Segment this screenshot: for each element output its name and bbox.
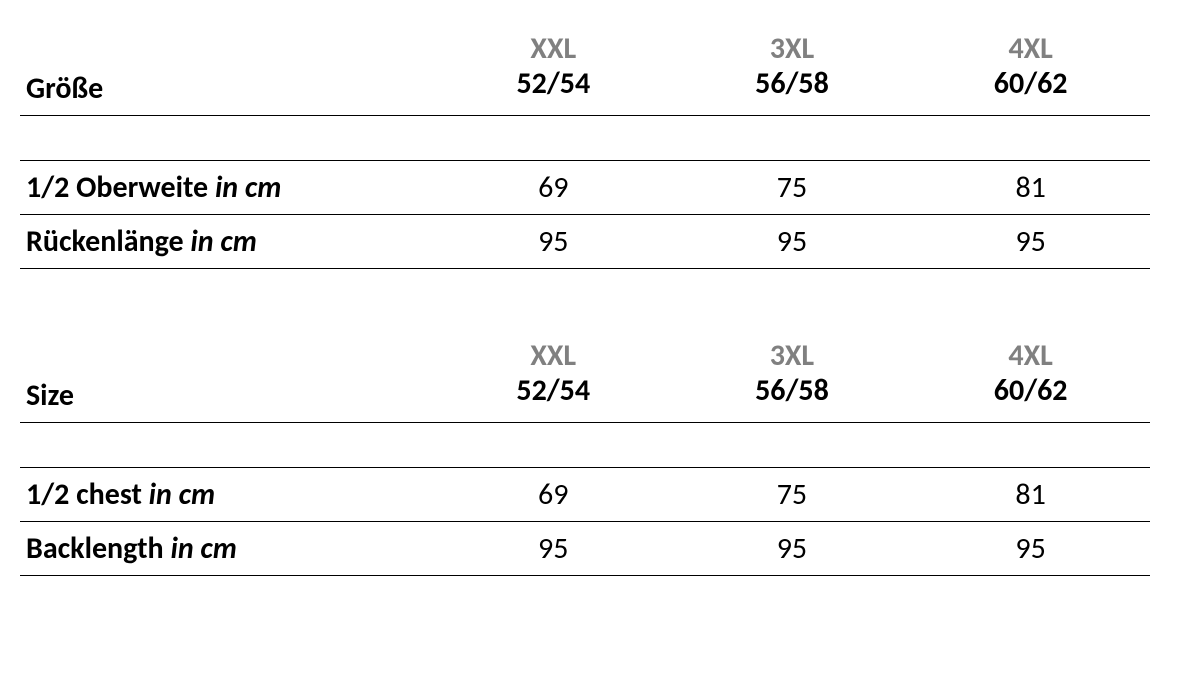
col-numeric: 52/54 (516, 374, 590, 409)
cell-value: 75 (673, 161, 912, 215)
col-header: 3XL 56/58 (673, 20, 912, 116)
col-numeric: 60/62 (994, 67, 1068, 102)
cell-value: 95 (434, 215, 673, 269)
col-header: XXL 52/54 (434, 327, 673, 423)
row-label: 1/2 chest in cm (20, 468, 434, 522)
col-numeric: 56/58 (755, 374, 829, 409)
col-letter: 4XL (994, 339, 1068, 374)
cell-value: 75 (673, 468, 912, 522)
cell-value: 81 (911, 161, 1150, 215)
cell-value: 95 (911, 522, 1150, 576)
col-numeric: 56/58 (755, 67, 829, 102)
cell-value: 95 (673, 215, 912, 269)
cell-value: 69 (434, 468, 673, 522)
row-label: 1/2 Oberweite in cm (20, 161, 434, 215)
col-numeric: 60/62 (994, 374, 1068, 409)
row-label: Backlength in cm (20, 522, 434, 576)
size-table-en: Size XXL 52/54 3XL 56/58 4XL 60/62 1/2 c… (20, 327, 1150, 576)
col-header: 4XL 60/62 (911, 327, 1150, 423)
col-letter: XXL (516, 32, 590, 67)
row-label: Rückenlänge in cm (20, 215, 434, 269)
col-numeric: 52/54 (516, 67, 590, 102)
cell-value: 95 (434, 522, 673, 576)
col-header: XXL 52/54 (434, 20, 673, 116)
cell-value: 81 (911, 468, 1150, 522)
size-header-label: Size (20, 327, 434, 423)
cell-value: 95 (911, 215, 1150, 269)
cell-value: 95 (673, 522, 912, 576)
col-letter: 3XL (755, 32, 829, 67)
col-letter: XXL (516, 339, 590, 374)
size-table-de: Größe XXL 52/54 3XL 56/58 4XL 60/62 1/2 … (20, 20, 1150, 269)
col-header: 3XL 56/58 (673, 327, 912, 423)
cell-value: 69 (434, 161, 673, 215)
col-letter: 3XL (755, 339, 829, 374)
col-header: 4XL 60/62 (911, 20, 1150, 116)
size-header-label: Größe (20, 20, 434, 116)
col-letter: 4XL (994, 32, 1068, 67)
